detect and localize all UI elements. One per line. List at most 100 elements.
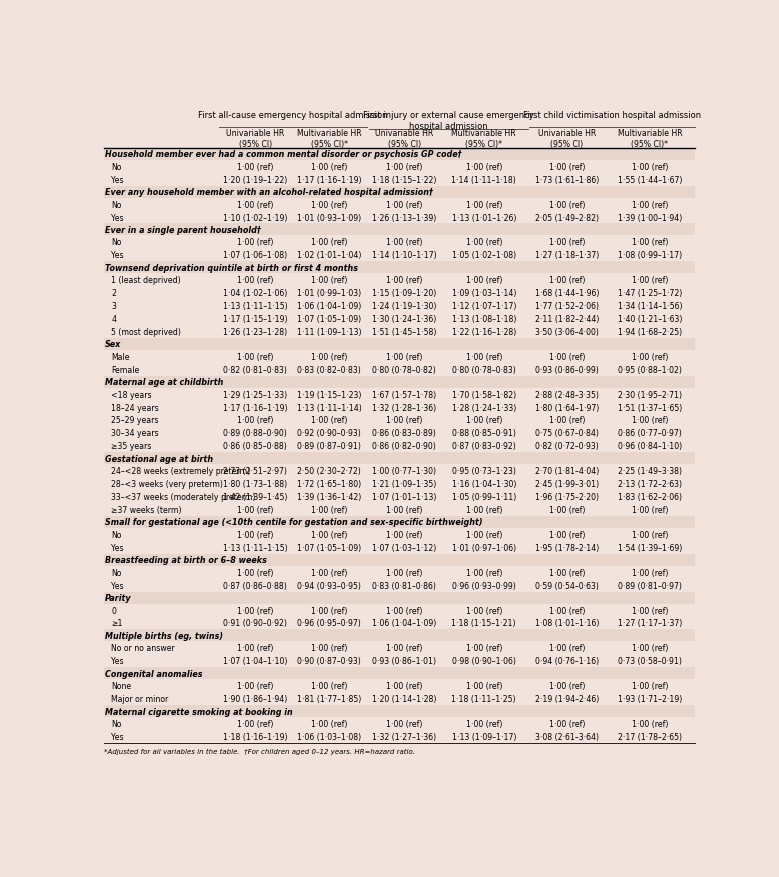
Text: 3·50 (3·06–4·00): 3·50 (3·06–4·00): [535, 328, 599, 337]
Text: Female: Female: [111, 366, 139, 374]
Text: 1·00 (ref): 1·00 (ref): [466, 416, 502, 425]
Text: 1·00 (ref): 1·00 (ref): [549, 644, 585, 652]
Text: 1·18 (1·16–1·19): 1·18 (1·16–1·19): [223, 732, 287, 741]
Text: 1·06 (1·03–1·08): 1·06 (1·03–1·08): [297, 732, 361, 741]
Text: 1·09 (1·03–1·14): 1·09 (1·03–1·14): [452, 289, 516, 298]
Bar: [104, 174, 695, 187]
Text: 1·07 (1·05–1·09): 1·07 (1·05–1·09): [297, 315, 361, 324]
Bar: [104, 717, 695, 730]
Text: 28–<3 weeks (very preterm): 28–<3 weeks (very preterm): [111, 480, 224, 488]
Text: 1·00 (ref): 1·00 (ref): [632, 505, 668, 515]
Text: 2·30 (1·95–2·71): 2·30 (1·95–2·71): [618, 390, 682, 399]
Text: 0·73 (0·58–0·91): 0·73 (0·58–0·91): [618, 657, 682, 666]
Text: 1·01 (0·93–1·09): 1·01 (0·93–1·09): [297, 213, 361, 222]
Text: 1·17 (1·15–1·19): 1·17 (1·15–1·19): [223, 315, 287, 324]
Bar: [104, 503, 695, 517]
Text: 1·00 (ref): 1·00 (ref): [632, 353, 668, 361]
Bar: [104, 149, 695, 160]
Text: 1·54 (1·39–1·69): 1·54 (1·39–1·69): [618, 543, 682, 553]
Text: 2·05 (1·49–2·82): 2·05 (1·49–2·82): [535, 213, 599, 222]
Text: 0·83 (0·81–0·86): 0·83 (0·81–0·86): [372, 581, 436, 590]
Text: 0·94 (0·76–1·16): 0·94 (0·76–1·16): [535, 657, 599, 666]
Text: 1·07 (1·01–1·13): 1·07 (1·01–1·13): [372, 493, 436, 502]
Text: 1·13 (1·08–1·18): 1·13 (1·08–1·18): [452, 315, 516, 324]
Text: ≥37 weeks (term): ≥37 weeks (term): [111, 505, 182, 515]
Text: Parity: Parity: [105, 594, 132, 602]
Text: 0·93 (0·86–0·99): 0·93 (0·86–0·99): [535, 366, 599, 374]
Text: First all-cause emergency hospital admission: First all-cause emergency hospital admis…: [199, 111, 388, 119]
Text: 3: 3: [111, 302, 116, 310]
Text: 1·42 (1·39–1·45): 1·42 (1·39–1·45): [223, 493, 287, 502]
Bar: [104, 274, 695, 287]
Text: 1·00 (ref): 1·00 (ref): [237, 568, 273, 577]
Text: 1·00 (ref): 1·00 (ref): [549, 531, 585, 539]
Text: Yes: Yes: [111, 581, 124, 590]
Bar: [104, 160, 695, 174]
Text: 1·00 (ref): 1·00 (ref): [386, 644, 422, 652]
Text: 1·00 (ref): 1·00 (ref): [311, 681, 347, 690]
Text: 1·00 (ref): 1·00 (ref): [466, 505, 502, 515]
Bar: [104, 604, 695, 617]
Text: 1·00 (ref): 1·00 (ref): [386, 162, 422, 172]
Text: 1·00 (ref): 1·00 (ref): [466, 353, 502, 361]
Text: Yes: Yes: [111, 543, 124, 553]
Text: 2·73 (2·51–2·97): 2·73 (2·51–2·97): [223, 467, 287, 475]
Text: 4: 4: [111, 315, 116, 324]
Text: 1·77 (1·52–2·06): 1·77 (1·52–2·06): [535, 302, 599, 310]
Text: 1·81 (1·77–1·85): 1·81 (1·77–1·85): [297, 695, 361, 703]
Text: 1·01 (0·97–1·06): 1·01 (0·97–1·06): [452, 543, 516, 553]
Text: 0·94 (0·93–0·95): 0·94 (0·93–0·95): [297, 581, 361, 590]
Text: 1·00 (ref): 1·00 (ref): [632, 162, 668, 172]
Text: 1·30 (1·24–1·36): 1·30 (1·24–1·36): [372, 315, 436, 324]
Text: 1·00 (ref): 1·00 (ref): [311, 719, 347, 728]
Text: Yes: Yes: [111, 657, 124, 666]
Text: 1·00 (ref): 1·00 (ref): [386, 531, 422, 539]
Text: 1·67 (1·57–1·78): 1·67 (1·57–1·78): [372, 390, 436, 399]
Text: 1·10 (1·02–1·19): 1·10 (1·02–1·19): [223, 213, 287, 222]
Text: 1·90 (1·86–1·94): 1·90 (1·86–1·94): [223, 695, 287, 703]
Text: 1·00 (ref): 1·00 (ref): [466, 531, 502, 539]
Text: 1·00 (ref): 1·00 (ref): [237, 353, 273, 361]
Bar: [104, 692, 695, 705]
Text: 1·07 (1·06–1·08): 1·07 (1·06–1·08): [223, 251, 287, 260]
Text: 0·90 (0·87–0·93): 0·90 (0·87–0·93): [298, 657, 361, 666]
Text: 0·80 (0·78–0·82): 0·80 (0·78–0·82): [372, 366, 436, 374]
Text: 1·27 (1·17–1·37): 1·27 (1·17–1·37): [618, 619, 682, 628]
Bar: [104, 541, 695, 554]
Text: Yes: Yes: [111, 213, 124, 222]
Text: 1·00 (ref): 1·00 (ref): [311, 505, 347, 515]
Text: 1·00 (ref): 1·00 (ref): [237, 681, 273, 690]
Text: 1·73 (1·61–1·86): 1·73 (1·61–1·86): [535, 175, 599, 184]
Text: 1·00 (ref): 1·00 (ref): [466, 162, 502, 172]
Text: 1·00 (ref): 1·00 (ref): [549, 162, 585, 172]
Text: 1·70 (1·58–1·82): 1·70 (1·58–1·82): [452, 390, 516, 399]
Text: Multiple births (eg, twins): Multiple births (eg, twins): [105, 631, 223, 640]
Bar: [104, 630, 695, 642]
Text: 1·00 (ref): 1·00 (ref): [466, 239, 502, 247]
Text: 1·00 (ref): 1·00 (ref): [632, 681, 668, 690]
Text: 1·00 (ref): 1·00 (ref): [237, 531, 273, 539]
Text: 1·18 (1·15–1·21): 1·18 (1·15–1·21): [452, 619, 516, 628]
Text: Yes: Yes: [111, 175, 124, 184]
Text: Maternal age at childbirth: Maternal age at childbirth: [105, 378, 224, 387]
Text: No: No: [111, 162, 122, 172]
Text: 5 (most deprived): 5 (most deprived): [111, 328, 182, 337]
Text: Congenital anomalies: Congenital anomalies: [105, 669, 203, 678]
Bar: [104, 517, 695, 528]
Text: 1·00 (ref): 1·00 (ref): [386, 719, 422, 728]
Text: 1·02 (1·01–1·04): 1·02 (1·01–1·04): [297, 251, 361, 260]
Bar: [104, 592, 695, 604]
Text: 0·86 (0·85–0·88): 0·86 (0·85–0·88): [224, 442, 287, 451]
Text: 1·00 (ref): 1·00 (ref): [237, 606, 273, 615]
Text: Male: Male: [111, 353, 130, 361]
Text: 0·86 (0·82–0·90): 0·86 (0·82–0·90): [372, 442, 436, 451]
Bar: [104, 579, 695, 592]
Text: 1·00 (ref): 1·00 (ref): [632, 276, 668, 285]
Text: 1·47 (1·25–1·72): 1·47 (1·25–1·72): [618, 289, 682, 298]
Text: 25–29 years: 25–29 years: [111, 416, 159, 425]
Text: Univariable HR
(95% CI): Univariable HR (95% CI): [226, 129, 284, 149]
Bar: [104, 211, 695, 225]
Bar: [104, 617, 695, 630]
Bar: [104, 363, 695, 376]
Text: 1·24 (1·19–1·30): 1·24 (1·19–1·30): [372, 302, 436, 310]
